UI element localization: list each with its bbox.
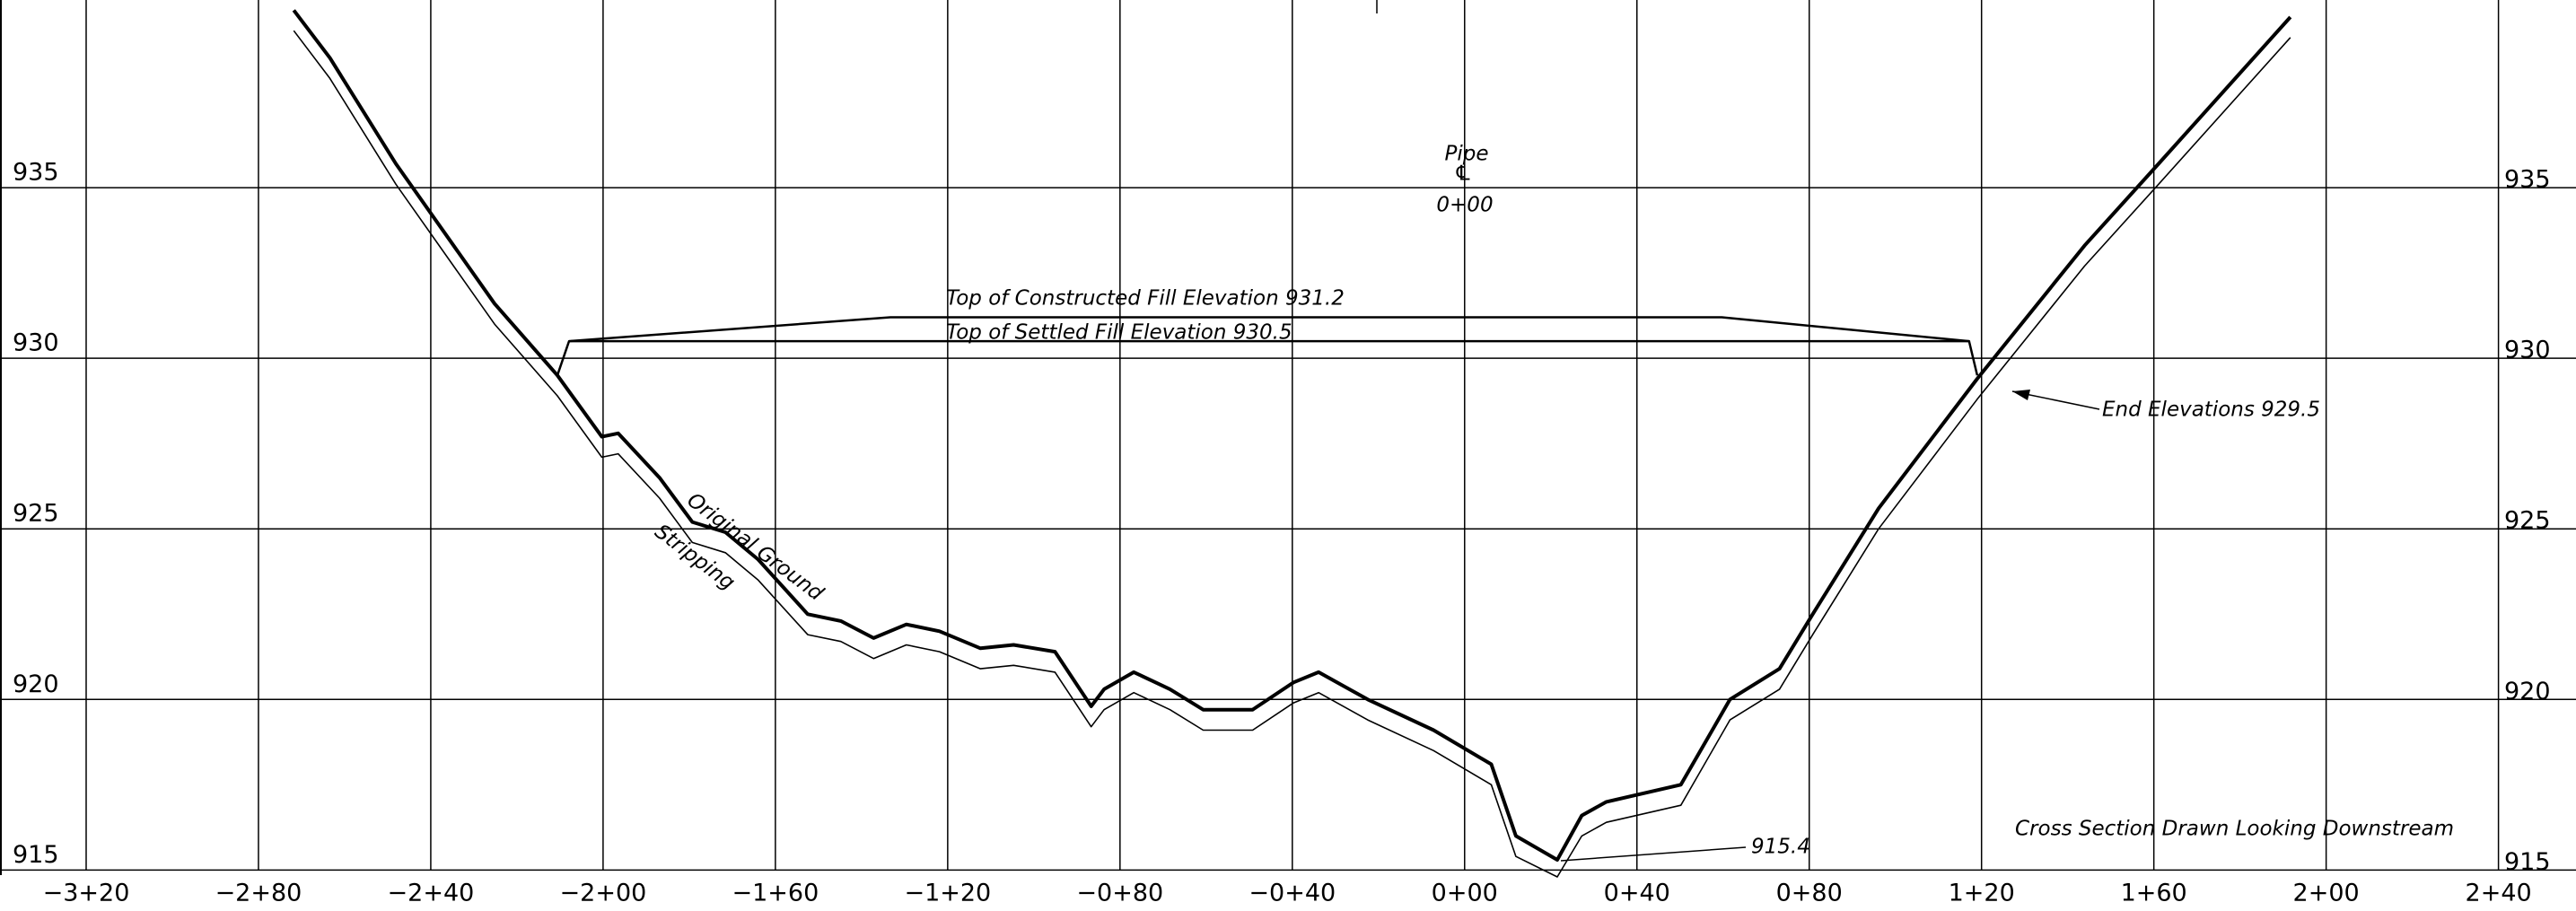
- annotation: 0+00: [1436, 194, 1493, 217]
- x-tick-label: 0+80: [1776, 880, 1843, 907]
- y-tick-label: 915: [2504, 848, 2551, 876]
- y-tick-label: 920: [13, 670, 59, 698]
- x-tick-label: 0+40: [1604, 880, 1670, 907]
- annotation: Cross Section Drawn Looking Downstream: [2015, 818, 2454, 841]
- x-tick-label: −2+80: [215, 880, 302, 907]
- annotation: ℄: [1454, 162, 1473, 186]
- y-tick-label: 935: [13, 159, 59, 187]
- x-tick-label: −3+20: [43, 880, 130, 907]
- ground-line: [293, 30, 2291, 878]
- fill-label: Top of Settled Fill Elevation 930.5: [946, 321, 1292, 345]
- fill-line: [556, 316, 1979, 376]
- x-tick-label: −1+20: [904, 880, 991, 907]
- x-tick-label: 1+60: [2121, 880, 2187, 907]
- y-tick-label: 925: [2504, 507, 2551, 535]
- x-tick-label: 1+20: [1949, 880, 2015, 907]
- annotation: 915.4: [1751, 836, 1810, 859]
- x-tick-label: 2+00: [2293, 880, 2360, 907]
- y-tick-label: 920: [2504, 678, 2551, 705]
- leader-line: [1560, 846, 1747, 862]
- x-tick-label: 0+00: [1432, 880, 1498, 907]
- x-tick-label: −1+60: [732, 880, 819, 907]
- ground-line: [292, 9, 2292, 862]
- y-tick-label: 935: [2504, 166, 2551, 194]
- x-tick-label: −0+80: [1076, 880, 1163, 907]
- x-tick-label: 2+40: [2466, 880, 2532, 907]
- annotation: Pipe: [1444, 143, 1488, 166]
- annotation: End Elevations 929.5: [2102, 399, 2320, 422]
- y-tick-label: 925: [13, 500, 59, 528]
- y-tick-label: 915: [13, 841, 59, 869]
- fill-label: Top of Constructed Fill Elevation 931.2: [946, 287, 1345, 311]
- y-tick-label: 930: [2504, 337, 2551, 364]
- arrow-head: [2012, 390, 2030, 400]
- x-tick-label: −2+40: [388, 880, 475, 907]
- x-tick-label: −0+40: [1249, 880, 1336, 907]
- y-tick-label: 930: [13, 329, 59, 357]
- series-label: Original Ground: [682, 488, 828, 606]
- x-tick-label: −2+00: [560, 880, 647, 907]
